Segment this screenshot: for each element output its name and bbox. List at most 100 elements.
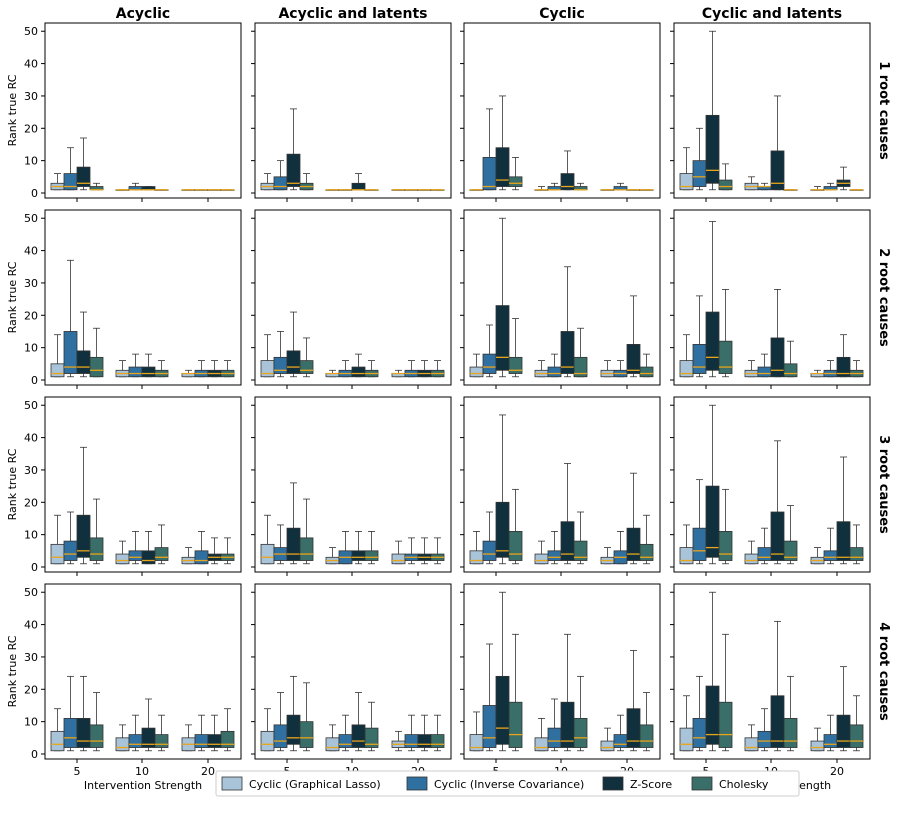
y-tick-label: 0 [31, 374, 38, 387]
box-zscore-s20-iqr [836, 356, 851, 378]
box-cholesky-s5-iqr [718, 340, 733, 374]
box-zscore-s10-iqr [560, 331, 575, 374]
panel-frame [463, 396, 661, 573]
y-tick-label: 0 [31, 748, 38, 761]
box-glasso-s10-iqr [115, 737, 130, 752]
box-cholesky-s20-iqr [849, 724, 864, 748]
box-cholesky-s10-iqr [154, 547, 169, 561]
legend-swatch-inverse-covariance [406, 776, 428, 791]
box-zscore-s10-iqr [770, 337, 785, 378]
y-tick-label: 40 [24, 245, 38, 258]
box-invcov-s5-iqr [692, 718, 707, 748]
column-title-acyclic: Acyclic [116, 6, 170, 22]
box-invcov-s10-iqr [338, 734, 353, 748]
box-zscore-s10-iqr [770, 511, 785, 561]
box-zscore-s20-iqr [836, 714, 851, 748]
y-tick-label: 50 [24, 212, 38, 225]
box-cholesky-s5-iqr [508, 701, 523, 748]
box-cholesky-s5-iqr [299, 360, 314, 374]
box-cholesky-s5-iqr [508, 176, 523, 187]
x-axis-label: Intervention Strength [84, 779, 202, 792]
panel-frame [673, 396, 871, 573]
panel-frame [254, 22, 452, 199]
y-tick-label: 20 [24, 683, 38, 696]
box-cholesky-s10-iqr [573, 718, 588, 748]
box-glasso-s10-iqr [744, 737, 759, 752]
box-cholesky-s5-iqr [89, 537, 104, 561]
row-label-4-root-causes: 4 root causes [876, 622, 891, 721]
panel-frame [254, 209, 452, 386]
box-cholesky-s5-iqr [508, 531, 523, 561]
legend-label-cholesky: Cholesky [719, 778, 769, 791]
box-zscore-s10-iqr [141, 550, 156, 565]
box-invcov-s5-iqr [63, 718, 78, 748]
y-tick-label: 10 [24, 155, 38, 168]
box-glasso-s5-iqr [469, 550, 484, 565]
box-cholesky-s20-iqr [639, 724, 654, 748]
panel-r2-c3 [460, 209, 661, 389]
box-invcov-s5-iqr [692, 344, 707, 374]
panel-frame [673, 22, 871, 199]
y-tick-label: 0 [31, 187, 38, 200]
box-zscore-s5-iqr [705, 685, 720, 745]
box-cholesky-s20-iqr [849, 547, 864, 561]
legend: Cyclic (Graphical Lasso) Cyclic (Inverse… [215, 770, 800, 797]
box-glasso-s10-iqr [534, 553, 549, 565]
box-invcov-s10-iqr [757, 366, 772, 378]
y-axis-label: Rank true RC [6, 448, 19, 520]
row-label-1-root-causes: 1 root causes [876, 61, 891, 160]
box-invcov-s5-iqr [482, 157, 497, 191]
box-cholesky-s5-iqr [299, 537, 314, 561]
row-label-2-root-causes: 2 root causes [876, 248, 891, 347]
column-title-cyclic-and-latents: Cyclic and latents [702, 6, 842, 22]
box-invcov-s10-iqr [128, 366, 143, 378]
panel-r3-c1: 0 10 20 30 40 50 Rank true RC [6, 396, 242, 576]
panel-r2-c2 [251, 209, 452, 389]
box-cholesky-s10-iqr [783, 540, 798, 561]
legend-frame [215, 770, 800, 797]
box-zscore-s20-iqr [626, 344, 641, 374]
panel-frame [463, 583, 661, 760]
y-tick-label: 20 [24, 496, 38, 509]
column-title-cyclic: Cyclic [539, 6, 585, 22]
box-glasso-s5-iqr [260, 543, 275, 565]
box-invcov-s5-iqr [273, 176, 288, 191]
panel-r1-c4: Cyclic and latents 1 root causes [670, 6, 891, 202]
y-tick-label: 20 [24, 122, 38, 135]
x-tick-label: 5 [74, 765, 81, 778]
y-tick-label: 0 [31, 561, 38, 574]
y-tick-label: 30 [24, 651, 38, 664]
row-label-3-root-causes: 3 root causes [876, 435, 891, 534]
y-axis-label: Rank true RC [6, 635, 19, 707]
panel-frame [673, 583, 871, 760]
box-invcov-s20-iqr [194, 734, 209, 748]
box-zscore-s5-iqr [286, 350, 301, 374]
panel-frame [254, 396, 452, 573]
legend-swatch-cholesky [691, 776, 713, 791]
y-tick-label: 50 [24, 25, 38, 38]
x-tick-label: 20 [201, 765, 215, 778]
box-zscore-s5-iqr [76, 514, 91, 558]
box-zscore-s5-iqr [76, 350, 91, 374]
box-invcov-s10-iqr [547, 727, 562, 748]
box-glasso-s10-iqr [534, 737, 549, 752]
box-invcov-s10-iqr [128, 734, 143, 748]
box-zscore-s5-iqr [705, 311, 720, 371]
box-cholesky-s5-iqr [508, 356, 523, 374]
box-invcov-s5-iqr [273, 356, 288, 374]
box-glasso-s5-iqr [260, 360, 275, 378]
panel-r3-c4: 3 root causes [670, 396, 891, 576]
box-zscore-s10-iqr [560, 173, 575, 191]
box-invcov-s20-iqr [823, 550, 838, 561]
panel-r3-c3 [460, 396, 661, 576]
y-axis-label: Rank true RC [6, 261, 19, 333]
box-zscore-s5-iqr [705, 485, 720, 558]
box-cholesky-s10-iqr [783, 363, 798, 378]
box-zscore-s5-iqr [495, 147, 510, 187]
box-cholesky-s10-iqr [154, 734, 169, 748]
box-cholesky-s10-iqr [783, 718, 798, 748]
box-cholesky-s5-iqr [89, 356, 104, 378]
panel-r2-c4: 2 root causes [670, 209, 891, 389]
